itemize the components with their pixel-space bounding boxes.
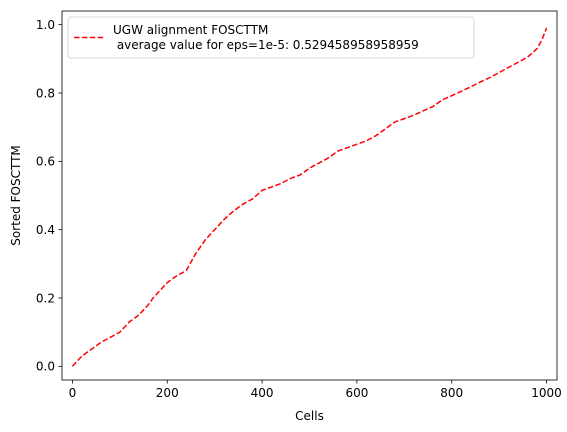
y-tick-label: 1.0 [36,18,55,32]
x-tick-label: 600 [345,386,368,400]
x-tick-label: 800 [440,386,463,400]
x-axis: 0 200 400 600 800 1000 [69,380,562,400]
y-axis-label: Sorted FOSCTTM [9,145,23,246]
plot-area [62,11,557,380]
y-tick-label: 0.6 [36,155,55,169]
y-tick-label: 0.2 [36,291,55,305]
x-axis-label: Cells [295,409,324,423]
y-axis: 0.0 0.2 0.4 0.6 0.8 1.0 [36,18,62,374]
x-tick-label: 1000 [531,386,562,400]
series-layer [71,27,548,367]
legend: UGW alignment FOSCTTM average value for … [67,16,475,59]
y-tick-label: 0.0 [36,360,55,374]
x-tick-label: 0 [69,386,77,400]
y-tick-label: 0.4 [36,223,55,237]
x-tick-label: 200 [156,386,179,400]
legend-entry-line2: average value for eps=1e-5: 0.5294589589… [113,38,419,52]
x-tick-label: 400 [251,386,274,400]
legend-box [67,16,475,59]
plot-frame [61,10,558,381]
legend-entry-line1: UGW alignment FOSCTTM [113,23,268,37]
series-line-ugw-foscttm [71,27,548,367]
y-tick-label: 0.8 [36,86,55,100]
